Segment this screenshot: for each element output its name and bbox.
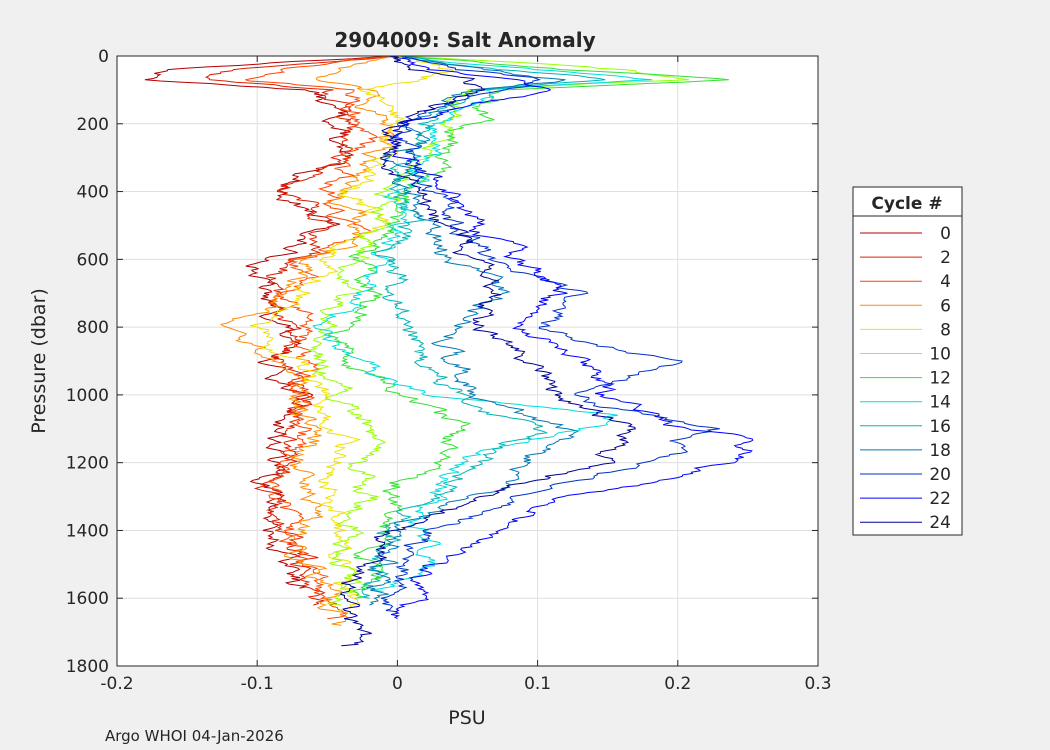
legend-entry-label: 12	[929, 369, 951, 389]
x-tick-label: 0.3	[804, 674, 831, 694]
y-tick-label: 1800	[66, 657, 109, 677]
y-axis: 0 200 400 600 800 1000 1200 1400 1600 1800	[66, 47, 818, 677]
y-tick-label: 600	[77, 250, 109, 270]
legend-entry-label: 2	[940, 248, 951, 268]
legend-entry-label: 8	[940, 320, 951, 340]
series-line-cycle-16	[361, 55, 606, 599]
y-tick-label: 1600	[66, 589, 109, 609]
series-line-cycle-20	[380, 55, 720, 613]
x-tick-label: -0.2	[100, 674, 133, 694]
y-tick-label: 200	[77, 115, 109, 135]
legend-entry-label: 14	[929, 393, 951, 413]
legend-box	[852, 186, 963, 536]
series-line-cycle-0	[144, 55, 394, 589]
x-axis-label: PSU	[448, 707, 485, 729]
plot-frame	[116, 55, 819, 667]
legend-entry-label: 4	[940, 272, 951, 292]
y-tick-label: 1400	[66, 521, 109, 541]
y-tick-label: 400	[77, 183, 109, 203]
series-line-cycle-6	[220, 55, 397, 626]
x-tick-label: 0.2	[664, 674, 691, 694]
legend-entry-label: 6	[940, 296, 951, 316]
legend-entry-label: 16	[929, 417, 951, 437]
series-line-cycle-12	[327, 55, 729, 599]
footer-credit: Argo WHOI 04-Jan-2026	[105, 727, 284, 745]
series-line-cycle-18	[366, 55, 579, 606]
chart-title: 2904009: Salt Anomaly	[334, 28, 595, 52]
legend-entry-label: 10	[929, 345, 951, 365]
series-line-cycle-24	[339, 55, 636, 647]
y-tick-label: 1200	[66, 454, 109, 474]
y-tick-label: 800	[77, 318, 109, 338]
legend-title: Cycle #	[871, 194, 942, 214]
legend-entry-label: 20	[929, 465, 951, 485]
series-lines	[144, 55, 754, 647]
x-tick-label: -0.1	[241, 674, 274, 694]
x-axis: -0.2 -0.1 0 0.1 0.2 0.3	[100, 56, 832, 694]
series-line-cycle-4	[245, 55, 396, 620]
y-tick-label: 1000	[66, 386, 109, 406]
y-axis-label: Pressure (dbar)	[28, 288, 50, 434]
series-line-cycle-14	[312, 55, 653, 592]
legend-entry-label: 0	[940, 224, 951, 244]
legend-entry-label: 18	[929, 441, 951, 461]
legend-entry-label: 24	[929, 513, 951, 533]
legend-entry-label: 22	[929, 489, 951, 509]
x-tick-label: 0	[392, 674, 403, 694]
y-tick-label: 0	[98, 47, 109, 67]
series-line-cycle-2	[204, 55, 395, 606]
x-tick-label: 0.1	[524, 674, 551, 694]
plot-area	[117, 56, 818, 666]
